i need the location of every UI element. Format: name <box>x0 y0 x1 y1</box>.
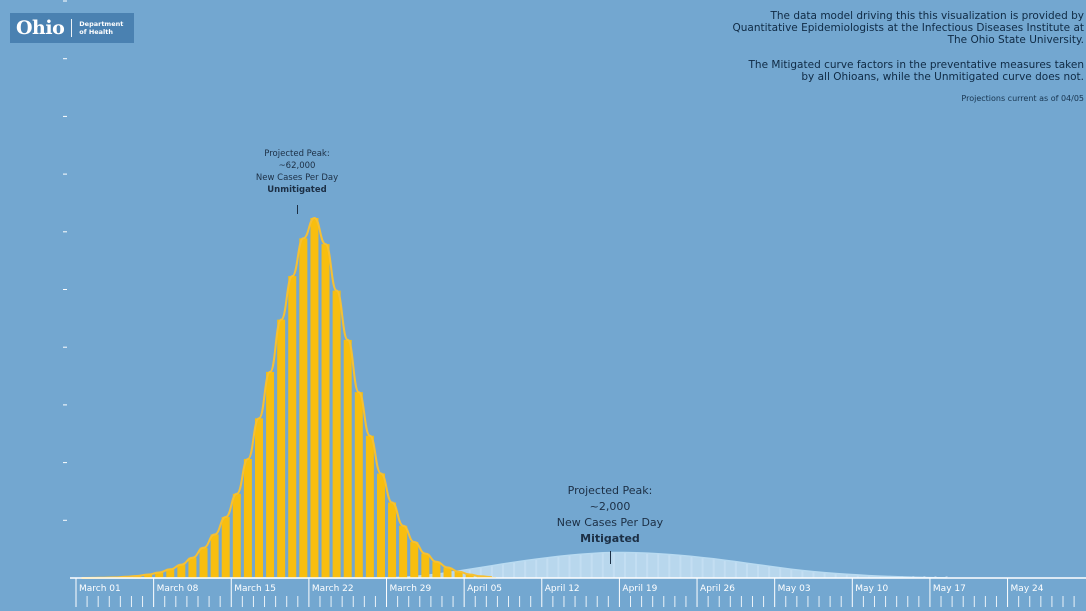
unmitigated-bar <box>388 502 397 578</box>
unmitigated-bar <box>410 542 419 578</box>
unmitigated-bar <box>332 290 341 578</box>
unmitigated-bar <box>399 525 408 578</box>
unmitigated-bar <box>277 319 286 578</box>
x-tick-label: April 19 <box>622 584 657 594</box>
mitigated-peak-leader <box>610 551 611 564</box>
unmitigated-bar <box>376 473 385 578</box>
unmitigated-bar <box>188 557 197 578</box>
mitigated-peak-annotation: Projected Peak: ~2,000 New Cases Per Day… <box>530 483 690 547</box>
mitigation-note-line-2: by all Ohioans, while the Unmitigated cu… <box>801 71 1084 83</box>
projection-date-note: Projections current as of 04/05 <box>961 94 1084 103</box>
unmitigated-bar <box>144 574 153 578</box>
x-axis <box>70 577 1086 607</box>
unmitigated-bar <box>199 547 208 578</box>
unmitigated-bar <box>243 458 252 578</box>
mitigated-curve-area <box>81 552 947 578</box>
unmitigated-bar <box>465 574 474 578</box>
unmitigated-bar <box>299 238 308 579</box>
unmitigated-bar <box>310 218 319 578</box>
x-tick-label: March 29 <box>390 584 432 594</box>
x-tick-label: April 12 <box>545 584 580 594</box>
unmitigated-peak-series: Unmitigated <box>267 185 327 195</box>
unmitigated-peak-leader <box>297 205 298 214</box>
x-tick-label: May 10 <box>855 584 888 594</box>
unmitigated-peak-value: ~62,000 <box>278 161 316 171</box>
unmitigated-bar <box>365 435 374 578</box>
mitigated-bar <box>945 576 948 578</box>
unmitigated-bar <box>354 392 363 578</box>
unmitigated-bar <box>210 534 219 578</box>
unmitigated-bars <box>88 218 496 579</box>
x-tick-label: April 26 <box>700 584 735 594</box>
logo-department-text: Department of Health <box>79 20 124 36</box>
mitigated-peak-series: Mitigated <box>580 532 640 545</box>
unmitigated-bar <box>155 572 164 578</box>
x-tick-label: March 08 <box>157 584 199 594</box>
x-tick-label: March 22 <box>312 584 354 594</box>
unmitigated-bar <box>177 564 186 578</box>
unmitigated-curve-line <box>81 216 492 579</box>
unmitigated-bar <box>343 339 352 578</box>
unmitigated-peak-unit: New Cases Per Day <box>255 173 339 183</box>
unmitigated-bar <box>254 418 263 578</box>
notes-spacer <box>524 46 1084 59</box>
x-tick-label: May 24 <box>1011 584 1044 594</box>
unmitigated-bar <box>454 571 463 578</box>
mitigation-note-line-1: The Mitigated curve factors in the preve… <box>748 59 1084 71</box>
unmitigated-bar <box>232 493 241 578</box>
unmitigated-peak-heading: Projected Peak: <box>264 149 330 159</box>
logo-divider <box>71 19 73 37</box>
unmitigated-bar <box>443 567 452 578</box>
unmitigated-bar <box>432 561 441 578</box>
attribution-line-3: The Ohio State University. <box>947 34 1084 46</box>
x-tick-label: March 15 <box>234 584 276 594</box>
attribution-line-2: Quantitative Epidemiologists at the Infe… <box>732 22 1084 34</box>
unmitigated-bar <box>421 553 430 578</box>
x-tick-label: March 01 <box>79 584 121 594</box>
mitigated-peak-value: ~2,000 <box>589 500 631 513</box>
x-axis-labels: March 01 March 08 March 15 March 22 March 29… <box>79 584 1044 594</box>
unmitigated-bar <box>288 276 297 578</box>
attribution-line-1: The data model driving this this visuali… <box>770 10 1084 22</box>
x-tick-label: May 17 <box>933 584 966 594</box>
chart-notes: The data model driving this this visuali… <box>524 10 1084 105</box>
mitigated-peak-heading: Projected Peak: <box>567 484 653 497</box>
unmitigated-bar <box>221 517 230 578</box>
unmitigated-bar <box>166 569 175 578</box>
unmitigated-peak-annotation: Projected Peak: ~62,000 New Cases Per Da… <box>222 148 372 196</box>
unmitigated-bar <box>321 244 330 578</box>
ohio-department-of-health-logo: Ohio Department of Health <box>10 13 134 43</box>
x-tick-label: May 03 <box>778 584 811 594</box>
y-axis-ticks <box>63 0 67 521</box>
logo-ohio-wordmark: Ohio <box>16 17 65 39</box>
unmitigated-bar <box>266 371 275 578</box>
mitigated-peak-unit: New Cases Per Day <box>556 516 664 529</box>
x-tick-label: April 05 <box>467 584 502 594</box>
